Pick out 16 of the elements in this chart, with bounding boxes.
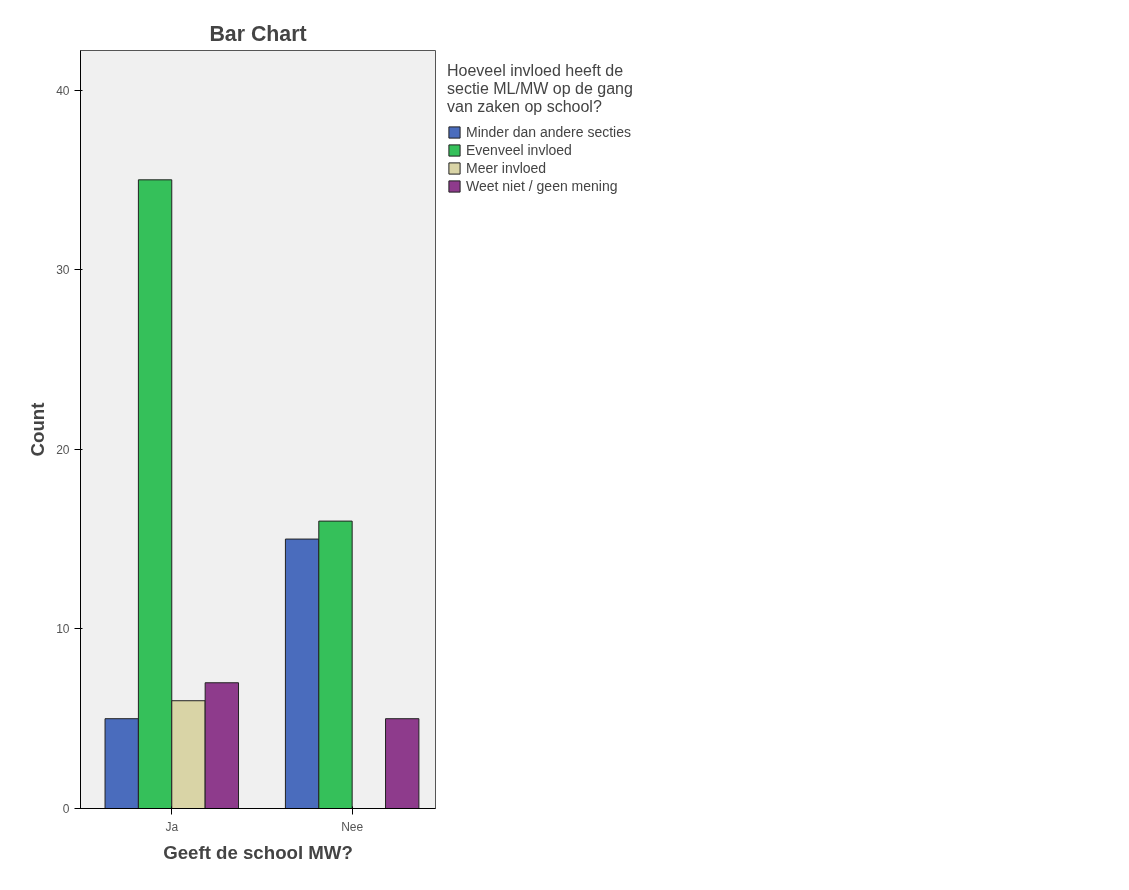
legend-label: Minder dan andere secties: [466, 124, 631, 140]
legend-label: Evenveel invloed: [466, 142, 572, 158]
bar: [385, 718, 420, 809]
y-tick-label: 20: [56, 442, 70, 457]
chart-title: Bar Chart: [209, 21, 307, 46]
y-tick-label: 0: [62, 802, 70, 816]
x-tick-label: Ja: [165, 819, 179, 834]
x-tick-label: Nee: [341, 819, 364, 834]
y-tick-label: 30: [56, 263, 70, 278]
legend-title: Hoeveel invloed heeft de sectie ML/MW op de gang van zaken op school?: [447, 62, 633, 116]
legend-label: Weet niet / geen mening: [466, 178, 618, 194]
y-tick-label: 10: [56, 622, 70, 637]
legend-label: Meer invloed: [466, 160, 547, 176]
y-tick-label: 40: [56, 83, 70, 98]
x-axis-title: Geeft de school MW?: [163, 841, 353, 863]
y-axis-title: Count: [27, 402, 49, 457]
